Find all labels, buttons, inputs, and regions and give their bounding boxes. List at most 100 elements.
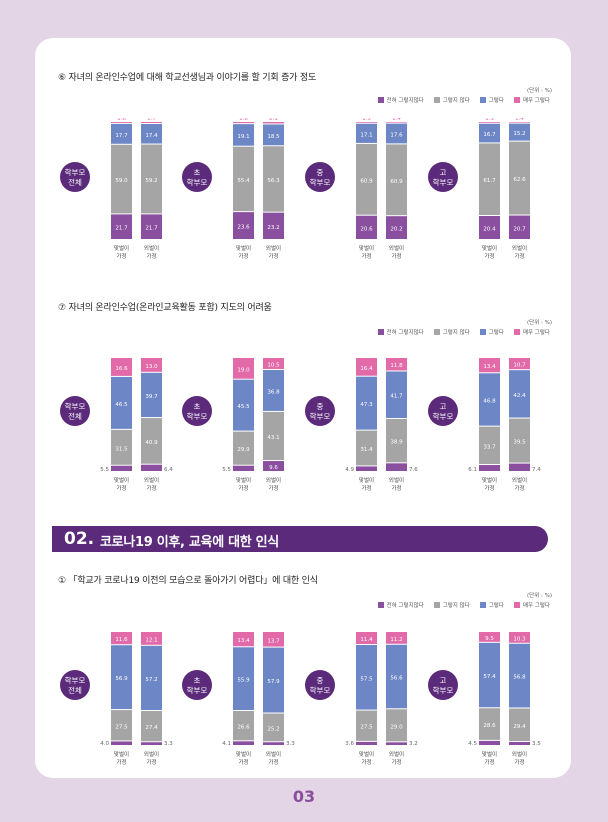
group-badge-label: 초 [194, 402, 201, 411]
bar-value-label: 36.8 [267, 389, 280, 395]
bar-value-label: 56.8 [513, 675, 526, 681]
bar-segment [479, 632, 500, 642]
bar-value-label: 59.2 [145, 178, 157, 184]
legend-label: 전혀 그렇지않다 [386, 603, 424, 609]
bar-category-label: 가정 [361, 758, 371, 766]
bar-value-label: 46.5 [115, 402, 128, 408]
bar-segment [263, 124, 284, 146]
legend-item: 매우 그렇다 [513, 96, 550, 104]
bar-value-label: 45.5 [237, 404, 250, 410]
bar-value-label: 13.7 [267, 638, 280, 644]
group-badge-label: 초 [194, 676, 201, 685]
bar-segment [479, 122, 500, 123]
bar-category-label: 가정 [484, 758, 494, 766]
group-badge [182, 162, 212, 192]
bar-value-label: 15.2 [513, 131, 525, 137]
bar-segment [386, 632, 407, 644]
bar-value-label: 1.4 [392, 118, 401, 122]
bar-value-label: 31.4 [360, 447, 373, 453]
bar-value-label: 10.7 [513, 363, 526, 369]
bar-segment [386, 463, 407, 471]
bar-category-label: 외벌이 [266, 476, 281, 484]
bar-value-label: 41.7 [390, 394, 403, 400]
bar-value-label: 10.3 [513, 636, 526, 642]
bar-category-label: 가정 [514, 252, 524, 260]
bar-category-label: 맞벌이 [482, 750, 497, 758]
group-badge [305, 670, 335, 700]
legend-label: 매우 그렇다 [522, 603, 550, 609]
bar-segment [509, 370, 530, 418]
legend: 전혀 그렇지않다 그렇지 않다 그렇다 매우 그렇다 [377, 601, 550, 609]
bar-value-label: 5.5 [100, 467, 109, 473]
bar-value-label: 11.4 [360, 637, 373, 643]
bar-value-label: 26.6 [237, 725, 250, 731]
bar-category-label: 외벌이 [266, 244, 281, 252]
bar-segment [479, 708, 500, 740]
bar-value-label: 16.4 [360, 366, 373, 372]
legend-label: 그렇다 [488, 330, 504, 336]
bar-category-label: 가정 [238, 484, 248, 492]
legend-swatch [433, 97, 440, 103]
bar-value-label: 21.7 [115, 226, 128, 232]
group-badge-label: 고 [440, 676, 447, 685]
legend-label: 매우 그렇다 [522, 330, 550, 336]
bar-value-label: 4.5 [468, 741, 477, 747]
bar-category-label: 맞벌이 [236, 244, 251, 252]
group-badge-label: 학부모 [65, 167, 86, 177]
bar-segment [111, 645, 132, 710]
bar-segment [233, 212, 254, 239]
bar-segment [479, 216, 500, 239]
bar-segment [141, 418, 162, 464]
bar-value-label: 3.6 [345, 741, 354, 747]
bar-value-label: 1.5 [362, 118, 371, 122]
bar-value-label: 21.7 [145, 226, 158, 232]
bar-value-label: 39.5 [513, 440, 526, 446]
bar-segment [141, 711, 162, 742]
bar-value-label: 56.3 [267, 178, 280, 184]
group-badge [60, 396, 90, 426]
bar-category-label: 가정 [146, 758, 156, 766]
group-badge [60, 670, 90, 700]
legend-swatch [513, 329, 520, 335]
group-badge-label: 중 [317, 402, 324, 411]
legend-item: 전혀 그렇지않다 [377, 96, 424, 104]
bar-value-label: 19.0 [237, 367, 250, 373]
group-badge-label: 초 [194, 168, 201, 177]
bar-segment [263, 461, 284, 471]
chart-section-1: 학부모 전체 4.0 27.5 56.9 11.6 맞벌이 가정 3.3 27.4 57.2 12.1… [60, 624, 550, 784]
bar-segment [141, 464, 162, 471]
bar-segment [479, 642, 500, 708]
bar-category-label: 외벌이 [144, 476, 159, 484]
group-badge [182, 396, 212, 426]
bar-segment [386, 371, 407, 418]
bar-category-label: 가정 [514, 484, 524, 492]
bar-segment [263, 358, 284, 369]
bar-value-label: 11.2 [390, 637, 402, 643]
bar-category-label: 맞벌이 [359, 244, 374, 252]
bar-category-label: 가정 [146, 484, 156, 492]
bar-segment [509, 742, 530, 745]
bar-value-label: 20.7 [513, 226, 526, 232]
bar-value-label: 1.4 [515, 118, 524, 122]
bar-value-label: 25.2 [267, 726, 279, 732]
bar-segment [479, 740, 500, 745]
bar-value-label: 23.6 [237, 225, 250, 231]
bar-value-label: 4.1 [222, 741, 231, 747]
group-badge [60, 162, 90, 192]
bar-value-label: 42.4 [513, 393, 526, 399]
legend: 전혀 그렇지않다 그렇지 않다 그렇다 매우 그렇다 [377, 328, 550, 336]
bar-segment [356, 466, 377, 471]
bar-value-label: 9.6 [269, 465, 278, 471]
bar-segment [111, 358, 132, 376]
bar-segment [356, 741, 377, 745]
legend-item: 전혀 그렇지않다 [377, 328, 424, 336]
bar-value-label: 17.4 [145, 133, 158, 139]
bar-category-label: 외벌이 [144, 244, 159, 252]
bar-segment [509, 643, 530, 708]
bar-category-label: 외벌이 [266, 750, 281, 758]
group-badge-label: 고 [440, 168, 447, 177]
bar-value-label: 1.8 [239, 118, 248, 122]
bar-value-label: 1.7 [147, 118, 156, 122]
bar-category-label: 가정 [391, 758, 401, 766]
bar-value-label: 6.4 [164, 467, 173, 473]
